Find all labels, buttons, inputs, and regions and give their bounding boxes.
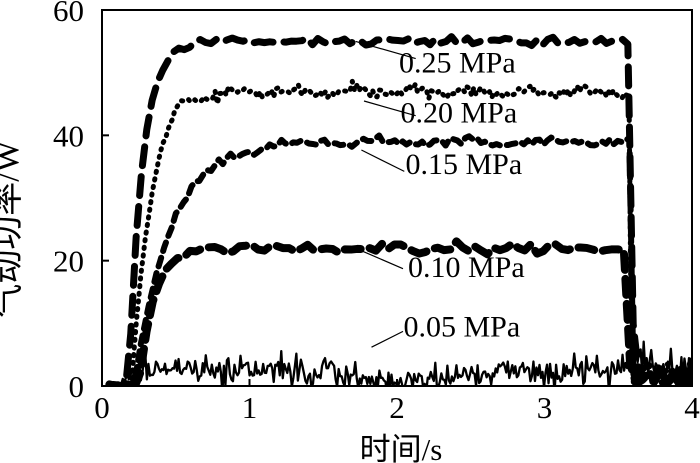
svg-text:4: 4 bbox=[684, 390, 700, 425]
svg-text:0: 0 bbox=[69, 369, 85, 404]
svg-text:0.20 MPa: 0.20 MPa bbox=[401, 97, 518, 130]
svg-text:0.05 MPa: 0.05 MPa bbox=[404, 311, 521, 344]
svg-text:2: 2 bbox=[389, 390, 405, 425]
svg-text:时间/s: 时间/s bbox=[360, 432, 443, 463]
svg-text:40: 40 bbox=[53, 118, 84, 153]
svg-text:0.25 MPa: 0.25 MPa bbox=[399, 47, 516, 80]
svg-text:3: 3 bbox=[537, 390, 553, 425]
svg-text:0.10 MPa: 0.10 MPa bbox=[408, 251, 525, 284]
svg-text:60: 60 bbox=[53, 0, 84, 28]
svg-text:20: 20 bbox=[53, 244, 84, 279]
svg-text:1: 1 bbox=[242, 390, 258, 425]
svg-text:0: 0 bbox=[94, 390, 110, 425]
svg-text:气动功率/W: 气动功率/W bbox=[0, 139, 26, 317]
svg-text:0.15 MPa: 0.15 MPa bbox=[406, 148, 523, 181]
